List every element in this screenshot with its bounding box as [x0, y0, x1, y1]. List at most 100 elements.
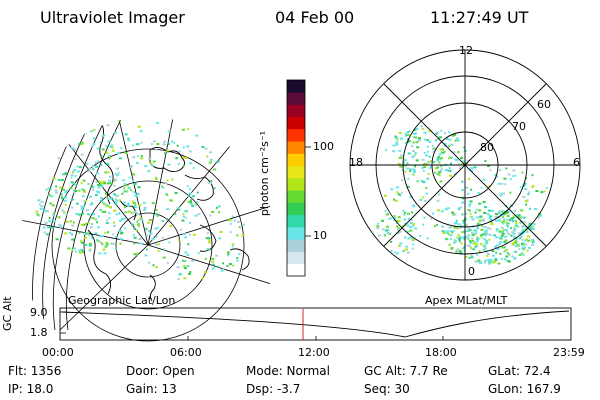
emission-pixel — [48, 130, 51, 133]
emission-pixel — [102, 201, 104, 204]
emission-pixel — [495, 229, 498, 232]
emission-pixel — [406, 185, 410, 188]
emission-pixel — [52, 146, 56, 149]
emission-pixel — [493, 234, 497, 237]
emission-pixel — [137, 125, 141, 128]
emission-pixel — [474, 260, 478, 263]
emission-pixel — [40, 200, 44, 203]
emission-pixel — [80, 241, 84, 244]
emission-pixel — [484, 261, 486, 264]
emission-pixel — [464, 236, 468, 238]
emission-pixel — [454, 158, 458, 161]
emission-pixel — [75, 129, 78, 132]
emission-pixel — [130, 189, 133, 192]
emission-pixel — [404, 222, 407, 225]
emission-pixel — [145, 248, 148, 251]
emission-pixel — [451, 211, 455, 214]
emission-pixel — [475, 208, 478, 211]
emission-pixel — [505, 255, 509, 258]
emission-pixel — [443, 143, 447, 146]
emission-pixel — [183, 277, 187, 280]
emission-pixel — [184, 216, 187, 219]
emission-pixel — [469, 240, 471, 243]
emission-pixel — [115, 213, 118, 216]
emission-pixel — [103, 180, 106, 183]
emission-pixel — [206, 155, 209, 158]
emission-pixel — [478, 209, 482, 212]
emission-pixel — [136, 221, 139, 223]
emission-pixel — [63, 199, 67, 202]
emission-pixel — [84, 243, 87, 246]
emission-pixel — [204, 271, 207, 274]
emission-pixel — [232, 264, 235, 267]
emission-pixel — [399, 230, 402, 233]
emission-pixel — [522, 246, 526, 249]
emission-pixel — [400, 164, 404, 167]
emission-pixel — [378, 234, 382, 237]
emission-pixel — [406, 224, 410, 227]
emission-pixel — [175, 157, 179, 160]
emission-pixel — [511, 217, 515, 219]
emission-pixel — [69, 231, 72, 234]
emission-pixel — [70, 198, 74, 201]
emission-pixel — [461, 180, 464, 183]
emission-pixel — [471, 239, 475, 242]
emission-pixel — [228, 263, 232, 265]
emission-pixel — [456, 236, 459, 239]
emission-pixel — [77, 213, 81, 216]
emission-pixel — [400, 137, 403, 140]
emission-pixel — [123, 183, 127, 186]
emission-pixel — [69, 220, 72, 223]
emission-pixel — [525, 230, 529, 233]
emission-pixel — [466, 159, 470, 162]
emission-pixel — [437, 156, 440, 158]
emission-pixel — [148, 219, 152, 221]
emission-pixel — [104, 245, 108, 248]
emission-pixel — [74, 122, 78, 125]
emission-pixel — [531, 244, 535, 246]
emission-pixel — [439, 148, 442, 151]
emission-pixel — [92, 120, 94, 122]
emission-pixel — [218, 237, 222, 240]
colorbar-cell — [287, 129, 305, 142]
emission-pixel — [148, 157, 152, 160]
emission-pixel — [490, 221, 493, 224]
emission-pixel — [81, 92, 84, 94]
emission-pixel — [105, 171, 108, 174]
emission-pixel — [44, 221, 48, 224]
emission-pixel — [494, 257, 498, 260]
emission-pixel — [463, 146, 466, 149]
emission-pixel — [514, 250, 517, 253]
emission-pixel — [423, 131, 427, 134]
emission-pixel — [206, 248, 210, 251]
emission-pixel — [485, 241, 489, 244]
emission-pixel — [436, 199, 440, 202]
emission-pixel — [209, 214, 212, 217]
emission-pixel — [161, 236, 164, 239]
emission-pixel — [155, 122, 159, 124]
emission-pixel — [96, 221, 99, 224]
emission-pixel — [123, 187, 125, 190]
emission-pixel — [426, 145, 429, 148]
emission-pixel — [99, 235, 103, 238]
emission-pixel — [71, 248, 74, 251]
lat-label-70: 70 — [512, 120, 526, 133]
emission-pixel — [111, 182, 113, 185]
emission-pixel — [174, 192, 178, 194]
emission-pixel — [132, 173, 135, 176]
emission-pixel — [88, 234, 91, 237]
emission-pixel — [182, 146, 185, 149]
emission-pixel — [450, 248, 453, 250]
emission-pixel — [184, 209, 188, 212]
emission-pixel — [42, 138, 45, 141]
emission-pixel — [131, 144, 134, 147]
emission-pixel — [465, 223, 468, 226]
emission-pixel — [420, 125, 423, 128]
emission-pixel — [124, 206, 127, 209]
emission-pixel — [157, 249, 160, 252]
colorbar-cell — [287, 116, 305, 130]
emission-pixel — [471, 216, 474, 219]
emission-pixel — [448, 131, 451, 134]
emission-pixel — [388, 218, 391, 221]
emission-pixel — [105, 195, 108, 198]
